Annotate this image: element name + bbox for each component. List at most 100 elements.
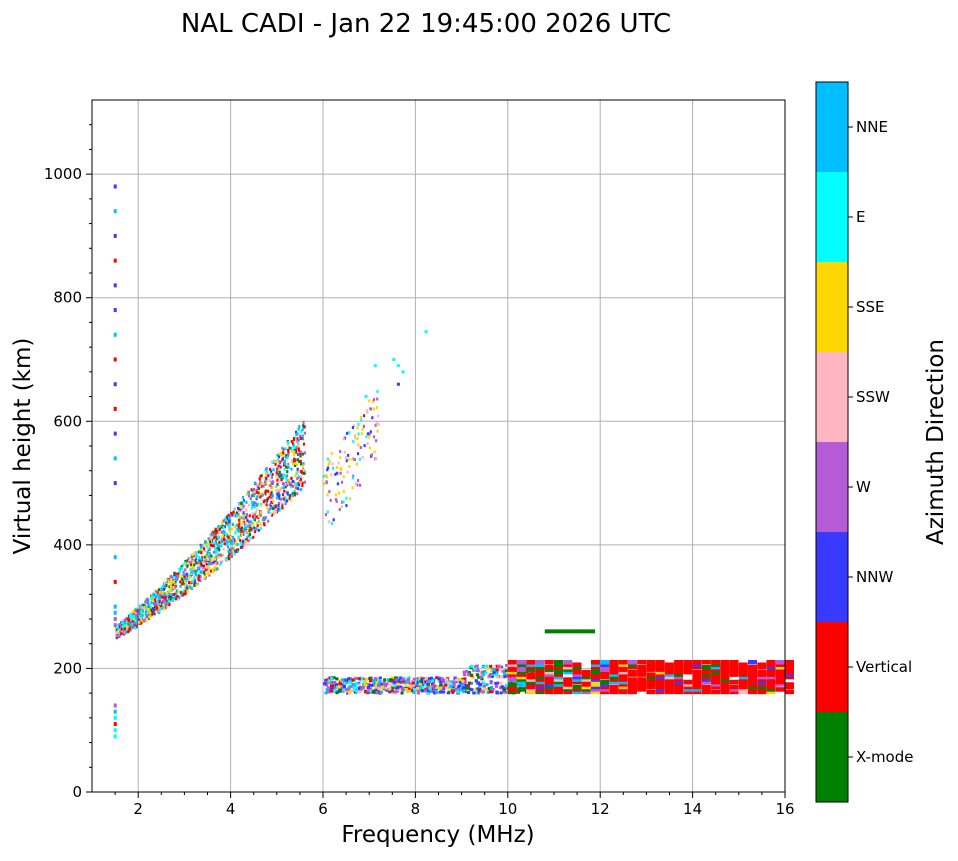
high-fragment-echo	[374, 423, 377, 427]
f-layer-echo	[655, 674, 665, 680]
f2-trace-echo	[227, 536, 230, 540]
f2-trace-echo	[165, 591, 169, 595]
f-layer-echo	[431, 679, 435, 683]
f-layer-echo	[455, 678, 459, 682]
f-layer-echo	[517, 660, 527, 665]
f2-trace-echo	[239, 528, 242, 532]
f2-trace-echo	[296, 477, 299, 481]
f-layer-echo	[637, 667, 647, 672]
f2-trace-echo	[154, 610, 157, 614]
f2-trace-echo	[237, 507, 241, 511]
f-layer-echo	[345, 689, 349, 693]
f2-trace-echo	[254, 501, 257, 505]
f2-trace-echo	[198, 559, 201, 563]
f-layer-echo	[701, 687, 711, 692]
f-layer-echo	[349, 689, 353, 693]
f-layer-echo	[325, 683, 329, 687]
f2-trace-echo	[230, 555, 234, 559]
f2-trace-echo	[228, 552, 231, 556]
f-layer-echo	[590, 674, 600, 680]
f-layer-echo	[461, 679, 465, 683]
f-layer-echo	[563, 660, 573, 665]
f-layer-echo	[395, 689, 400, 693]
f-layer-echo	[370, 683, 374, 687]
f2-trace-echo	[240, 532, 243, 536]
f2-trace-echo	[299, 454, 302, 458]
f-layer-echo	[354, 689, 359, 693]
f2-trace-echo	[217, 544, 220, 548]
f2-trace-echo	[295, 445, 299, 449]
f-layer-echo	[627, 689, 637, 695]
f2-trace-echo	[296, 453, 300, 457]
high-fragment-echo	[330, 452, 333, 456]
f2-trace-echo	[293, 447, 296, 451]
f2-trace-echo	[155, 603, 158, 607]
f-layer-echo	[401, 677, 405, 681]
f-layer-echo	[775, 682, 785, 687]
f-layer-echo	[420, 685, 424, 689]
f2-trace-echo	[234, 531, 237, 535]
f-layer-echo	[757, 682, 767, 687]
f-layer-echo	[487, 674, 491, 678]
f2-trace-echo	[275, 472, 278, 476]
f-layer-echo	[490, 685, 494, 689]
f-layer-echo	[419, 679, 423, 683]
f-layer-echo	[323, 682, 327, 686]
f-layer-echo	[335, 677, 339, 681]
f2-trace-echo	[217, 531, 220, 535]
f-layer-echo	[785, 672, 794, 677]
f2-trace-echo	[288, 494, 291, 498]
f2-trace-echo	[253, 513, 256, 517]
high-fragment-echo	[360, 415, 363, 419]
f2-trace-echo	[287, 465, 290, 469]
f2-trace-echo	[158, 593, 162, 597]
f-layer-echo	[563, 689, 573, 695]
f-layer-echo	[477, 675, 481, 679]
high-fragment-echo	[342, 475, 345, 479]
f-layer-echo	[397, 676, 401, 680]
high-fragment-echo	[375, 406, 379, 410]
f2-trace-echo	[222, 529, 225, 533]
f2-trace-echo	[282, 463, 286, 467]
f2-trace-echo	[260, 482, 263, 486]
f2-trace-echo	[173, 596, 176, 600]
f2-trace-echo	[200, 571, 203, 575]
low-freq-echo	[113, 184, 117, 189]
f-layer-echo	[473, 667, 477, 671]
f-layer-echo	[674, 662, 684, 667]
f2-trace-echo	[284, 464, 288, 468]
f2-trace-echo	[126, 625, 129, 629]
f-layer-echo	[692, 664, 702, 670]
f2-trace-echo	[221, 559, 224, 563]
high-fragment-echo	[334, 493, 337, 497]
f-layer-echo	[711, 660, 721, 665]
f2-trace-echo	[202, 547, 205, 551]
f2-trace-echo	[242, 520, 246, 524]
f-layer-echo	[476, 669, 480, 673]
f2-trace-echo	[189, 585, 192, 589]
f2-trace-echo	[197, 561, 200, 565]
f2-trace-echo	[227, 557, 231, 561]
f2-trace-echo	[260, 503, 263, 507]
high-fragment-echo	[396, 382, 400, 386]
f-layer-echo	[627, 662, 637, 667]
high-fragment-echo	[376, 429, 379, 433]
f-layer-echo	[766, 660, 776, 665]
high-fragment-echo	[376, 389, 379, 393]
f-layer-echo	[460, 688, 464, 692]
f-layer-echo	[357, 677, 361, 681]
f2-trace-echo	[169, 576, 173, 580]
high-fragment-echo	[353, 434, 357, 438]
f-layer-echo	[444, 682, 448, 686]
f2-trace-echo	[253, 530, 257, 534]
high-fragment-echo	[352, 439, 355, 443]
f2-trace-echo	[301, 434, 304, 438]
high-fragment-echo	[363, 444, 366, 448]
f2-trace-echo	[169, 578, 172, 582]
high-fragment-echo	[351, 486, 354, 490]
f-layer-echo	[554, 684, 563, 690]
f2-trace-echo	[197, 550, 200, 554]
f-layer-echo	[692, 689, 702, 695]
f2-trace-echo	[263, 517, 266, 521]
